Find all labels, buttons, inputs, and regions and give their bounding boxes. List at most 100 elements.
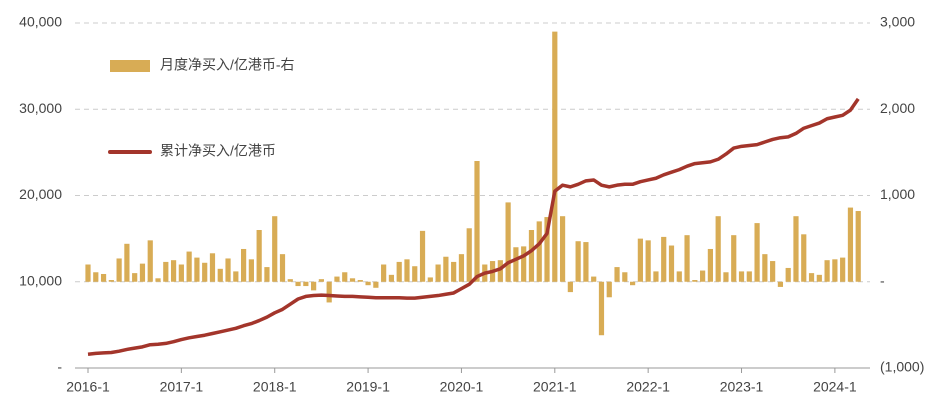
bar bbox=[365, 281, 371, 286]
bar bbox=[676, 271, 682, 282]
bar bbox=[404, 259, 410, 282]
y2-tick-label: - bbox=[880, 272, 885, 288]
bar bbox=[396, 261, 402, 282]
bar bbox=[816, 274, 822, 282]
bar bbox=[381, 264, 387, 282]
bar bbox=[334, 276, 340, 282]
bar bbox=[575, 241, 581, 282]
x-tick-label: 2017-1 bbox=[160, 379, 204, 395]
legend-label: 累计净买入/亿港币 bbox=[160, 143, 276, 159]
bar bbox=[622, 272, 628, 282]
bar bbox=[497, 260, 503, 282]
bar bbox=[583, 242, 589, 282]
bar bbox=[256, 230, 262, 282]
bar bbox=[801, 234, 807, 282]
bar bbox=[770, 261, 776, 282]
bar bbox=[536, 221, 542, 282]
x-tick-label: 2021-1 bbox=[533, 379, 577, 395]
y2-tick-label: (1,000) bbox=[880, 359, 924, 375]
bar bbox=[100, 273, 107, 282]
bar bbox=[342, 272, 348, 282]
bar bbox=[116, 258, 122, 282]
bar bbox=[762, 254, 768, 282]
bar bbox=[847, 207, 854, 282]
bar bbox=[108, 280, 114, 282]
y-tick-label: 20,000 bbox=[19, 186, 62, 202]
bar bbox=[723, 272, 729, 282]
bar bbox=[147, 240, 153, 282]
bar bbox=[598, 281, 605, 336]
bar bbox=[279, 254, 286, 282]
bar bbox=[824, 260, 830, 282]
bar bbox=[567, 281, 573, 293]
bar bbox=[746, 271, 752, 282]
bar bbox=[318, 279, 324, 282]
bar bbox=[178, 264, 184, 282]
x-tick-label: 2022-1 bbox=[626, 379, 670, 395]
bar bbox=[427, 277, 433, 282]
bar bbox=[505, 202, 511, 282]
bar bbox=[326, 281, 332, 303]
bar bbox=[645, 240, 651, 282]
bar bbox=[668, 245, 675, 282]
bar bbox=[466, 228, 472, 282]
bar bbox=[132, 273, 138, 282]
legend-label: 月度净买入/亿港币-右 bbox=[160, 57, 295, 73]
bar bbox=[217, 268, 223, 282]
bar bbox=[700, 270, 706, 282]
bar bbox=[630, 281, 636, 286]
y-tick-label: 40,000 bbox=[19, 14, 62, 30]
bar bbox=[163, 261, 169, 282]
bar bbox=[731, 235, 737, 282]
bar bbox=[311, 281, 317, 291]
bar bbox=[295, 281, 301, 287]
bar bbox=[435, 264, 441, 282]
bar bbox=[855, 211, 861, 282]
bar bbox=[225, 258, 231, 282]
bar bbox=[233, 271, 239, 282]
bar bbox=[715, 216, 721, 282]
x-tick-label: 2018-1 bbox=[253, 379, 297, 395]
bar bbox=[832, 259, 838, 282]
bar bbox=[458, 254, 465, 282]
bar bbox=[559, 216, 566, 282]
bar bbox=[303, 281, 309, 287]
line bbox=[87, 97, 860, 356]
bar bbox=[591, 276, 597, 282]
y-tick-label: - bbox=[57, 359, 62, 375]
bar bbox=[124, 243, 130, 282]
x-tick-label: 2019-1 bbox=[346, 379, 390, 395]
bar bbox=[528, 230, 535, 282]
bar bbox=[139, 263, 146, 282]
bar bbox=[474, 161, 480, 282]
bar bbox=[412, 266, 418, 282]
bar bbox=[793, 216, 799, 282]
bar bbox=[606, 281, 612, 298]
bar bbox=[521, 246, 527, 282]
bar bbox=[692, 280, 698, 282]
bar bbox=[513, 247, 519, 282]
bar bbox=[373, 281, 379, 288]
bar bbox=[738, 271, 745, 282]
bar bbox=[684, 235, 690, 282]
bar bbox=[614, 267, 620, 282]
bar bbox=[777, 281, 784, 287]
bar bbox=[653, 271, 659, 282]
legend-swatch bbox=[110, 60, 150, 72]
bar bbox=[443, 256, 449, 282]
bar bbox=[552, 31, 558, 282]
bar bbox=[194, 257, 200, 282]
bar bbox=[241, 248, 247, 282]
bar bbox=[287, 279, 293, 282]
bar bbox=[808, 273, 815, 282]
bar bbox=[840, 257, 846, 282]
bar bbox=[85, 264, 91, 282]
bar bbox=[248, 259, 254, 282]
bar bbox=[754, 223, 760, 282]
bar bbox=[544, 217, 550, 282]
x-tick-label: 2023-1 bbox=[720, 379, 764, 395]
bar bbox=[272, 216, 278, 282]
bar bbox=[637, 238, 643, 282]
x-tick-label: 2016-1 bbox=[66, 379, 110, 395]
